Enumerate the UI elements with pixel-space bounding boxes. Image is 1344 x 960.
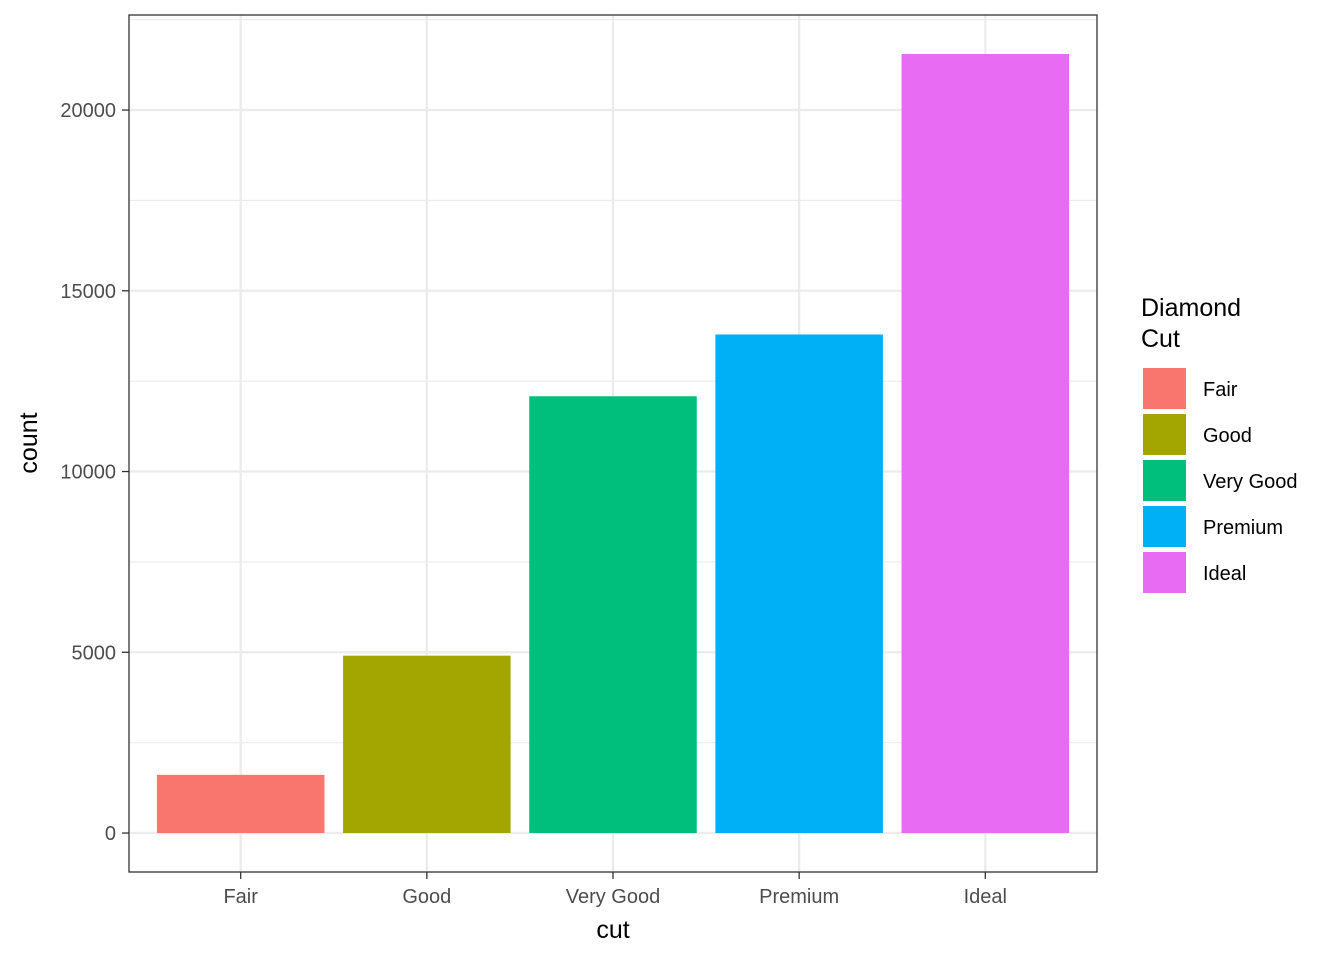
legend: Diamond Cut Fair Good Very Good Premium Idea… (1141, 294, 1298, 593)
y-tick-label: 10000 (60, 462, 116, 484)
legend-label: Premium (1203, 517, 1283, 539)
axes: 0 5000 10000 15000 20000 Fair Good Very Good Pre… (60, 100, 1007, 908)
x-tick-label: Very Good (566, 886, 661, 908)
bars (156, 53, 1070, 834)
x-tick-label: Good (402, 886, 451, 908)
bar-good (343, 655, 511, 834)
y-tick-label: 5000 (72, 642, 117, 664)
legend-key-very-good (1143, 460, 1186, 501)
legend-key-fair (1143, 368, 1186, 409)
legend-title-line-1: Diamond (1141, 294, 1241, 322)
legend-label: Good (1203, 425, 1252, 447)
bar-premium (715, 334, 883, 834)
y-axis-title: count (15, 412, 43, 473)
y-tick-label: 0 (105, 823, 116, 845)
bar-very-good (529, 396, 697, 834)
x-tick-label: Fair (223, 886, 258, 908)
x-tick-label: Ideal (964, 886, 1007, 908)
x-tick-label: Premium (759, 886, 839, 908)
legend-label: Fair (1203, 379, 1238, 401)
legend-key-ideal (1143, 552, 1186, 593)
legend-key-good (1143, 414, 1186, 455)
x-axis-title: cut (596, 916, 629, 944)
y-tick-label: 15000 (60, 281, 116, 303)
legend-key-premium (1143, 506, 1186, 547)
legend-label: Ideal (1203, 563, 1246, 585)
legend-title-line-2: Cut (1141, 325, 1180, 353)
y-tick-label: 20000 (60, 100, 116, 122)
legend-label: Very Good (1203, 471, 1298, 493)
bar-fair (156, 774, 325, 834)
bar-ideal (901, 53, 1070, 834)
